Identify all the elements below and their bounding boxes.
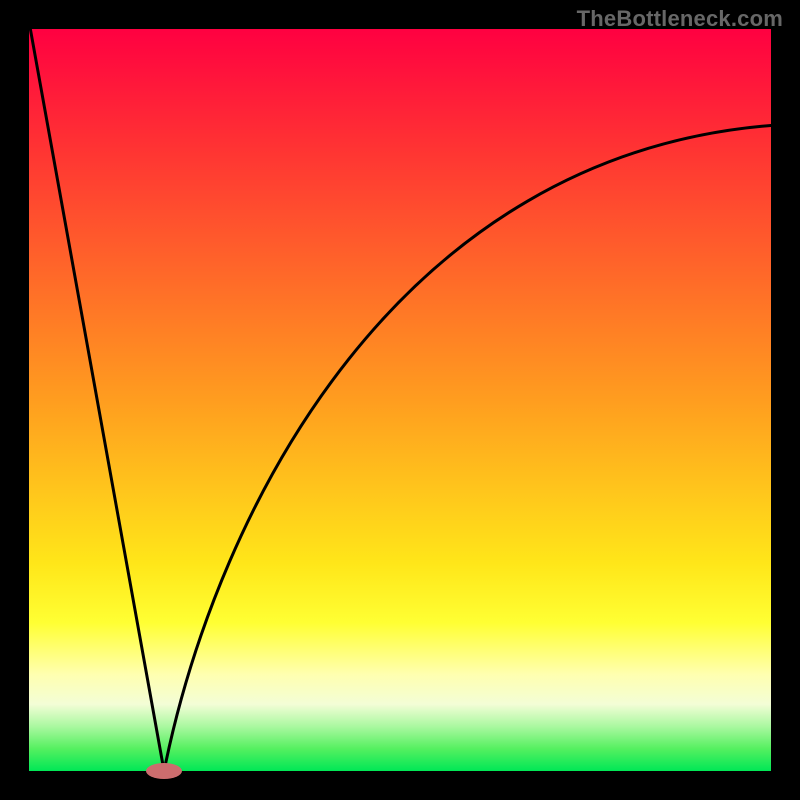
datapoint-marker (144, 761, 184, 781)
chart-plot-area (29, 29, 771, 771)
watermark-text: TheBottleneck.com (577, 6, 783, 32)
